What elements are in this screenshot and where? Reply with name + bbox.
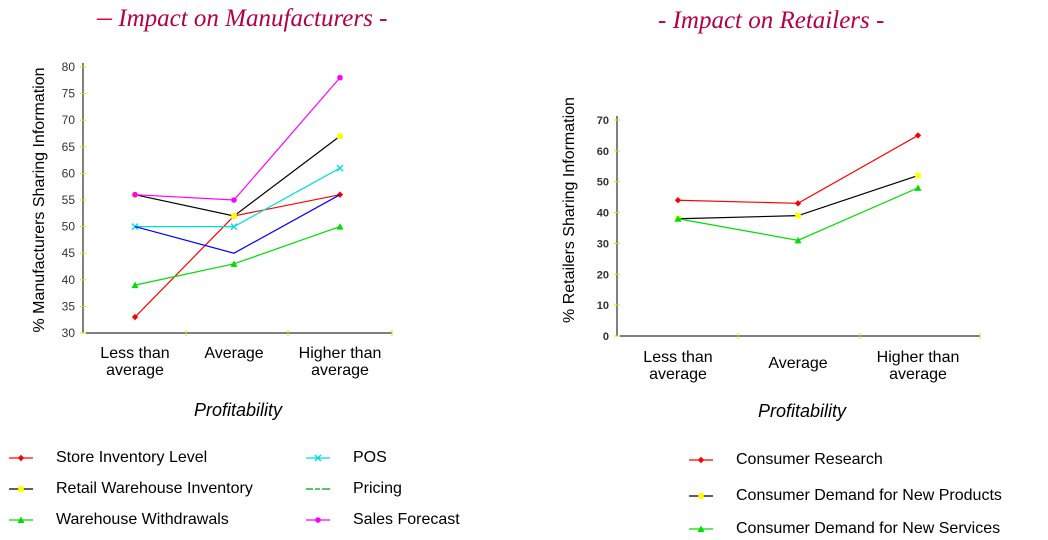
legend-label: Retail Warehouse Inventory (56, 480, 253, 497)
legend-label: POS (353, 449, 387, 466)
data-point (337, 74, 343, 81)
y-tick-label: 50 (62, 220, 76, 234)
legend-item: Warehouse Withdrawals (8, 509, 229, 531)
data-point (230, 260, 238, 267)
legend-marker (689, 456, 713, 464)
data-point (914, 132, 922, 139)
series-line-5 (134, 194, 341, 254)
legend-item: Consumer Demand for New Services (688, 518, 1000, 540)
y-tick-label: 55 (62, 193, 76, 207)
data-point (131, 281, 139, 289)
series-line-1 (677, 134, 919, 204)
data-point (794, 200, 802, 207)
data-point (794, 236, 802, 244)
legend-item: Pricing (305, 478, 402, 500)
series-line-4 (135, 167, 341, 228)
y-tick-label: 35 (62, 299, 76, 313)
legend-item: Retail Warehouse Inventory (8, 478, 253, 500)
data-point (336, 164, 344, 172)
x-category-label: Average (204, 345, 263, 362)
series-line-2 (134, 135, 341, 217)
legend-marker (9, 454, 33, 462)
data-point (914, 184, 922, 191)
legend-marker (306, 488, 330, 490)
data-point (231, 213, 237, 219)
legend-symbol (17, 516, 25, 523)
series-line-2 (677, 174, 919, 220)
y-tick-label: 70 (597, 115, 609, 127)
legend-symbol (697, 525, 705, 532)
retailers-line-chart: 0 10 20 30 40 50 60 70 Less than average Average Hi… (561, 97, 981, 421)
x-category-label: Average (768, 355, 827, 372)
legend-marker (9, 516, 33, 523)
legend-marker (306, 454, 330, 462)
y-tick-label: 30 (597, 238, 609, 250)
y-tick-label: 20 (597, 269, 609, 281)
data-point (795, 212, 801, 219)
y-tick-label: 80 (62, 60, 76, 74)
y-tick-label: 40 (597, 208, 609, 220)
data-point (674, 197, 682, 204)
left-chart-title: – Impact on Manufacturers - (97, 0, 387, 34)
legend-symbol (314, 454, 322, 462)
legend-symbol (697, 456, 705, 464)
y-tick-label: 50 (597, 177, 609, 189)
y-axis-title: % Manufacturers Sharing Information (31, 67, 48, 332)
legend-label: Warehouse Withdrawals (56, 511, 229, 528)
manufacturers-line-chart: 30 35 40 45 50 55 60 65 70 75 80 Less than average Av… (31, 60, 393, 420)
legend-marker (689, 493, 713, 499)
data-point (132, 191, 138, 198)
y-axis-title: % Retailers Sharing Information (561, 97, 578, 323)
legend-symbol (698, 493, 704, 499)
legend-marker (689, 525, 713, 532)
legend-item: Store Inventory Level (8, 447, 207, 469)
legend-label: Pricing (353, 480, 402, 497)
legend-item: Sales Forecast (305, 509, 460, 531)
y-tick-label: 0 (603, 331, 609, 343)
x-category-label: Higher than average (299, 345, 382, 379)
x-category-label: Less than average (643, 349, 712, 383)
y-tick-label: 10 (597, 300, 609, 312)
x-axis-title: Profitability (194, 400, 283, 420)
y-tick-label: 40 (62, 273, 76, 287)
legend-label: Consumer Research (736, 451, 883, 468)
data-point (674, 215, 682, 222)
x-axis-title: Profitability (758, 401, 847, 421)
y-tick-label: 45 (62, 246, 76, 260)
y-tick-label: 65 (62, 140, 76, 154)
legend-symbol (315, 517, 321, 523)
data-point (230, 223, 238, 231)
y-tick-label: 60 (597, 146, 609, 158)
data-point (336, 223, 344, 230)
legend-item: Consumer Research (688, 449, 883, 471)
legend-symbol (17, 454, 25, 462)
y-tick-label: 60 (62, 166, 76, 180)
title-dash: – (97, 0, 112, 33)
legend-item: Consumer Demand for New Products (688, 485, 1002, 507)
legend-item: POS (305, 447, 387, 469)
y-tick-label: 75 (62, 87, 76, 101)
legend-label: Consumer Demand for New Services (736, 520, 1001, 537)
data-point (915, 172, 921, 179)
legend-marker (9, 486, 33, 492)
x-category-label: Less than average (100, 345, 169, 379)
legend-symbol (18, 486, 24, 492)
legend-label: Sales Forecast (353, 511, 460, 528)
y-tick-label: 70 (62, 113, 76, 127)
data-point (231, 197, 237, 203)
right-chart-title: - Impact on Retailers - (658, 7, 885, 34)
left-title-text: Impact on Manufacturers - (118, 5, 388, 32)
data-point (337, 133, 343, 139)
legend-label: Store Inventory Level (56, 449, 208, 466)
x-category-label: Higher than average (877, 349, 960, 383)
data-point (131, 313, 139, 321)
legend-marker (306, 517, 330, 523)
series-line-6 (134, 77, 341, 201)
legend-label: Consumer Demand for New Products (736, 487, 1002, 504)
y-tick-label: 30 (62, 326, 76, 340)
